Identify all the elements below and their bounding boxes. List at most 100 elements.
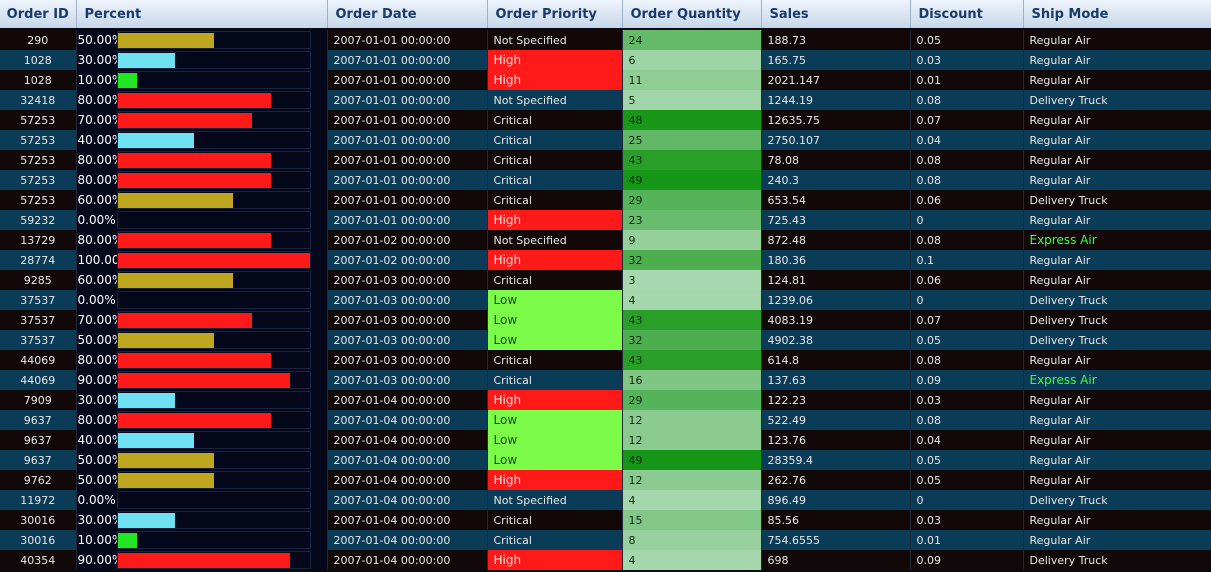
- cell-discount: 0.08: [910, 230, 1024, 250]
- percent-label: 70.00%: [77, 313, 117, 327]
- cell-order-priority: Critical: [487, 510, 623, 530]
- cell-order-priority: High: [487, 250, 623, 270]
- cell-order-priority: Low: [487, 410, 623, 430]
- percent-bar-fill: [117, 193, 233, 208]
- cell-order-quantity: 24: [622, 29, 762, 50]
- percent-bar-track: [116, 251, 311, 269]
- percent-bar-fill: [117, 273, 233, 288]
- cell-order-priority: Low: [487, 290, 623, 310]
- table-row[interactable]: 59232 0.00% 2007-01-01 00:00:00 High 23 725.4…: [0, 210, 1211, 230]
- cell-order-priority: Low: [487, 310, 623, 330]
- cell-order-date: 2007-01-04 00:00:00: [327, 390, 488, 410]
- table-row[interactable]: 11972 0.00% 2007-01-04 00:00:00 Not Specifi…: [0, 490, 1211, 510]
- cell-order-quantity: 12: [622, 410, 762, 430]
- cell-order-id: 290: [0, 29, 77, 50]
- cell-percent: 0.00%: [76, 290, 328, 310]
- cell-order-priority: Critical: [487, 190, 623, 210]
- percent-bar-fill: [117, 153, 272, 168]
- cell-order-quantity: 29: [622, 390, 762, 410]
- cell-order-quantity: 43: [622, 350, 762, 370]
- cell-order-date: 2007-01-03 00:00:00: [327, 350, 488, 370]
- column-header-order-quantity[interactable]: Order Quantity: [622, 0, 762, 30]
- grid-header: Order ID Percent Order Date Order Priori…: [0, 0, 1211, 30]
- percent-label: 10.00%: [77, 73, 117, 87]
- cell-ship-mode: Regular Air: [1023, 430, 1211, 450]
- cell-order-id: 30016: [0, 530, 77, 550]
- column-header-sales[interactable]: Sales: [761, 0, 911, 30]
- cell-sales: 12635.75: [761, 110, 911, 130]
- cell-order-quantity: 4: [622, 490, 762, 510]
- percent-label: 80.00%: [77, 233, 117, 247]
- percent-bar-track: [116, 231, 311, 249]
- percent-label: 80.00%: [77, 173, 117, 187]
- cell-ship-mode: Regular Air: [1023, 270, 1211, 290]
- cell-percent: 70.00%: [76, 310, 328, 330]
- cell-order-id: 37537: [0, 330, 77, 350]
- table-row[interactable]: 37537 0.00% 2007-01-03 00:00:00 Low 4 1239.06…: [0, 290, 1211, 310]
- percent-bar-fill: [117, 433, 195, 448]
- column-header-order-date[interactable]: Order Date: [327, 0, 488, 30]
- percent-bar-fill: [117, 173, 272, 188]
- cell-discount: 0.01: [910, 530, 1024, 550]
- percent-bar-track: [116, 91, 311, 109]
- cell-discount: 0.08: [910, 150, 1024, 170]
- cell-discount: 0.08: [910, 410, 1024, 430]
- cell-discount: 0.09: [910, 550, 1024, 570]
- cell-order-priority: Not Specified: [487, 29, 623, 50]
- cell-percent: 60.00%: [76, 190, 328, 210]
- percent-label: 80.00%: [77, 93, 117, 107]
- cell-sales: 165.75: [761, 50, 911, 70]
- cell-order-id: 32418: [0, 90, 77, 110]
- cell-order-priority: Not Specified: [487, 90, 623, 110]
- column-header-ship-mode[interactable]: Ship Mode: [1023, 0, 1211, 30]
- cell-order-quantity: 6: [622, 50, 762, 70]
- cell-order-priority: Not Specified: [487, 230, 623, 250]
- cell-percent: 80.00%: [76, 150, 328, 170]
- percent-label: 50.00%: [77, 33, 117, 47]
- column-header-percent[interactable]: Percent: [76, 0, 328, 30]
- column-header-order-id[interactable]: Order ID: [0, 0, 77, 30]
- cell-sales: 180.36: [761, 250, 911, 270]
- cell-order-quantity: 3: [622, 270, 762, 290]
- column-header-order-priority[interactable]: Order Priority: [487, 0, 623, 30]
- percent-bar-fill: [117, 553, 291, 568]
- percent-bar-fill: [117, 373, 291, 388]
- cell-order-date: 2007-01-01 00:00:00: [327, 130, 488, 150]
- percent-bar-track: [116, 151, 311, 169]
- cell-discount: 0.04: [910, 130, 1024, 150]
- cell-sales: 872.48: [761, 230, 911, 250]
- cell-percent: 10.00%: [76, 530, 328, 550]
- cell-percent: 30.00%: [76, 510, 328, 530]
- cell-order-priority: High: [487, 470, 623, 490]
- percent-label: 60.00%: [77, 273, 117, 287]
- cell-order-quantity: 32: [622, 250, 762, 270]
- cell-percent: 80.00%: [76, 170, 328, 190]
- percent-bar-fill: [117, 93, 272, 108]
- cell-percent: 90.00%: [76, 370, 328, 390]
- column-header-discount[interactable]: Discount: [910, 0, 1024, 30]
